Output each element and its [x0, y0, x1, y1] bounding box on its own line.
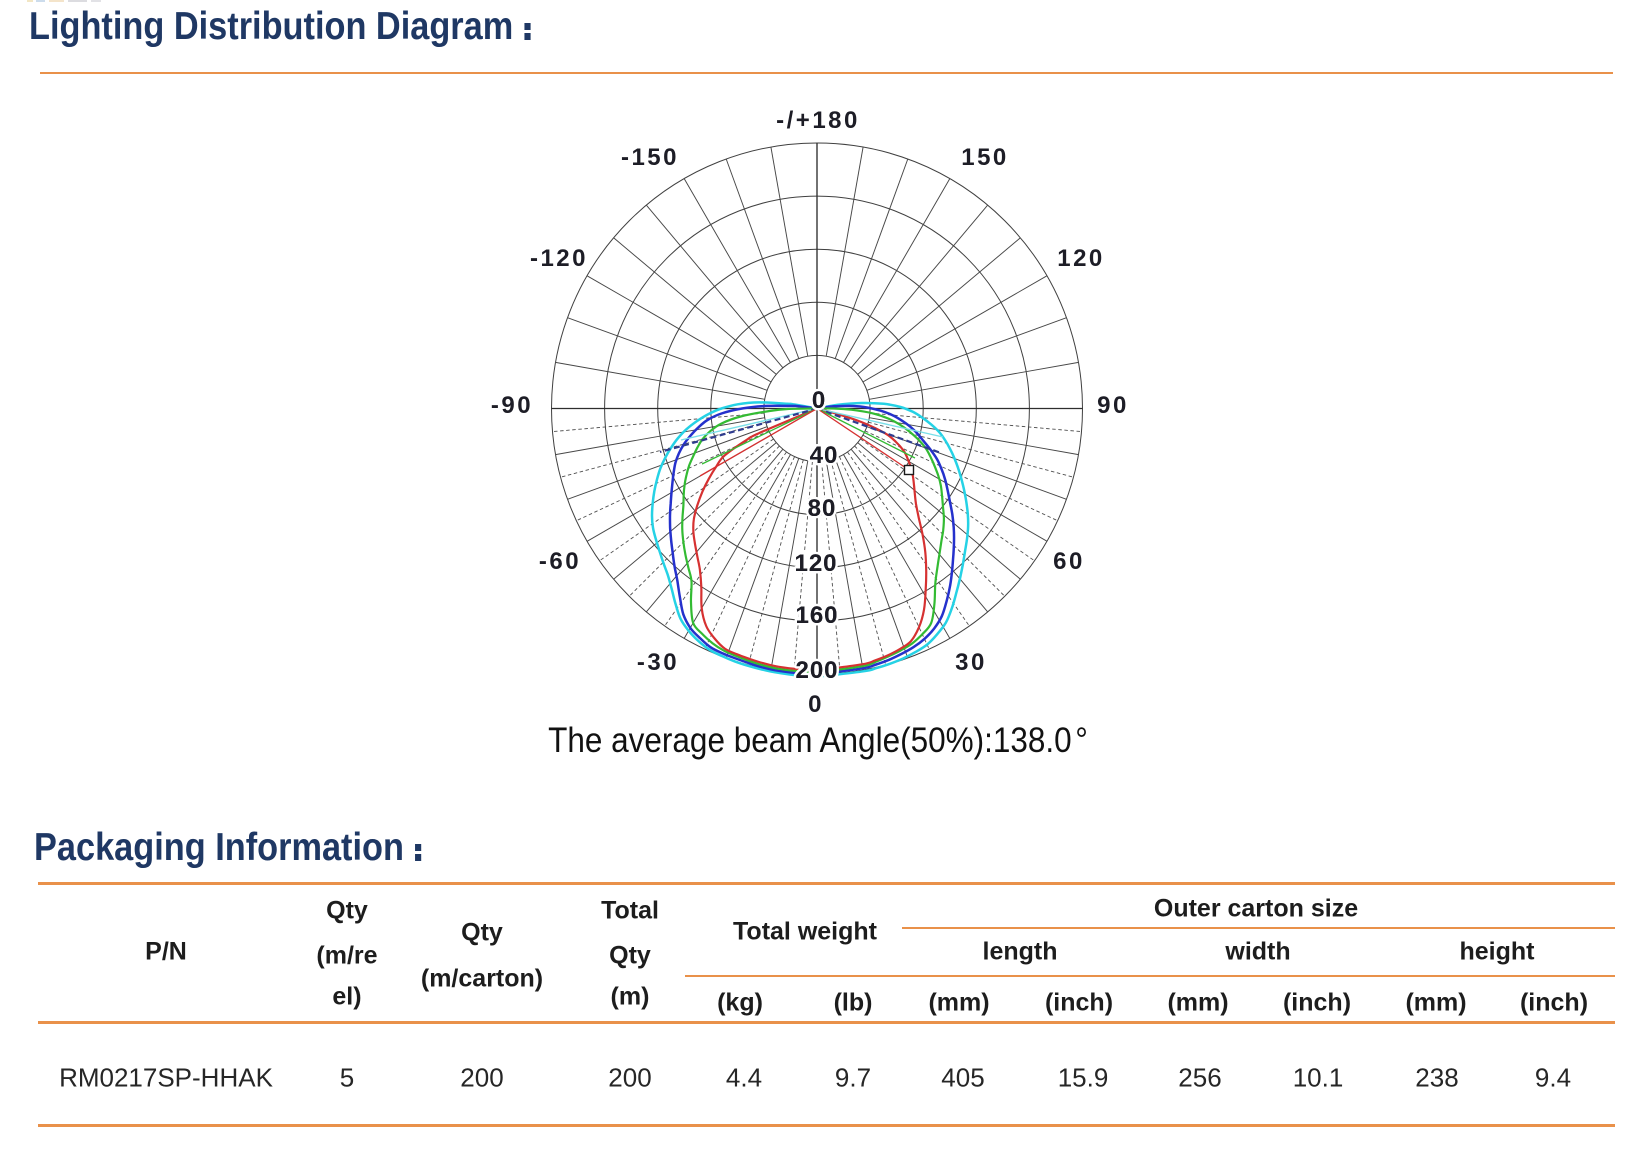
svg-text:160: 160	[795, 602, 838, 629]
svg-text:60: 60	[1053, 548, 1085, 575]
svg-text:-90: -90	[491, 392, 533, 419]
svg-text:80: 80	[808, 495, 837, 522]
svg-text:-120: -120	[530, 245, 588, 272]
svg-text:200: 200	[795, 657, 838, 684]
svg-text:120: 120	[794, 550, 837, 577]
svg-text:160: 160	[795, 602, 838, 629]
svg-text:-30: -30	[637, 649, 679, 676]
svg-text:30: 30	[955, 649, 987, 676]
svg-text:40: 40	[810, 442, 839, 469]
svg-text:40: 40	[810, 442, 839, 469]
svg-text:120: 120	[1057, 245, 1105, 272]
svg-text:0: 0	[808, 691, 824, 718]
svg-text:80: 80	[808, 495, 837, 522]
svg-text:150: 150	[961, 144, 1009, 171]
svg-text:-/+180: -/+180	[776, 107, 860, 134]
svg-text:0: 0	[812, 387, 826, 414]
svg-text:200: 200	[795, 657, 838, 684]
svg-text:90: 90	[1097, 392, 1129, 419]
svg-text:-150: -150	[621, 144, 679, 171]
svg-text:120: 120	[794, 550, 837, 577]
svg-text:-60: -60	[539, 548, 581, 575]
svg-text:0: 0	[812, 387, 826, 414]
